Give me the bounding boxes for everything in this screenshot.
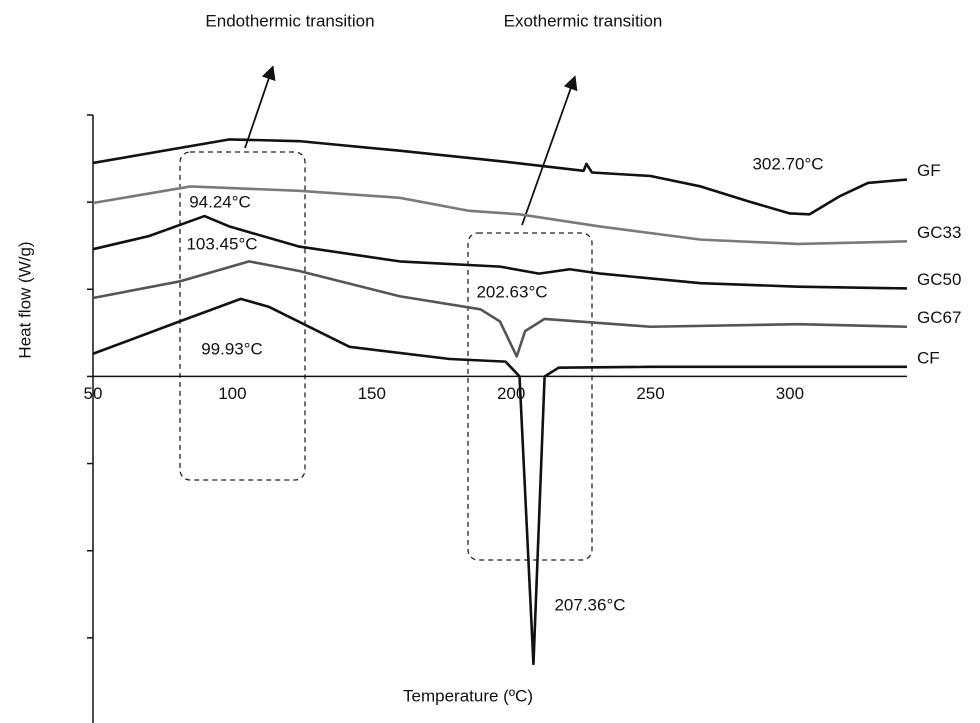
series-line: [92, 297, 907, 666]
x-tick-label: 200: [497, 384, 525, 403]
x-axis-label: Temperature (ºC): [403, 686, 533, 705]
series-line: [92, 138, 908, 216]
x-tick-label: 50: [84, 384, 103, 403]
series-line: [92, 185, 908, 246]
series-line: [92, 214, 908, 290]
annotation: Exothermic transition: [504, 11, 663, 30]
series-label: CF: [917, 348, 940, 367]
annotation: 302.70°C: [752, 154, 823, 173]
x-tick-label: 100: [218, 384, 246, 403]
annotation: Endothermic transition: [205, 11, 374, 30]
series-label: GC50: [917, 270, 961, 289]
series-label: GF: [917, 161, 941, 180]
endothermic-box: [179, 151, 306, 481]
annotation: 207.36°C: [554, 595, 625, 614]
series-label: GC33: [917, 223, 961, 242]
annotation: 202.63°C: [476, 282, 547, 301]
annotation: 94.24°C: [189, 192, 251, 211]
annotation: 103.45°C: [186, 234, 257, 253]
series-line: [92, 260, 908, 358]
x-tick-label: 300: [776, 384, 804, 403]
y-axis-label: Heat flow (W/g): [15, 241, 34, 358]
annotation: 99.93°C: [201, 339, 263, 358]
x-tick-label: 250: [636, 384, 664, 403]
x-tick-label: 150: [358, 384, 386, 403]
arrow: [244, 65, 276, 149]
arrow: [521, 75, 578, 226]
series-label: GC67: [917, 308, 961, 327]
exothermic-box: [467, 232, 593, 561]
